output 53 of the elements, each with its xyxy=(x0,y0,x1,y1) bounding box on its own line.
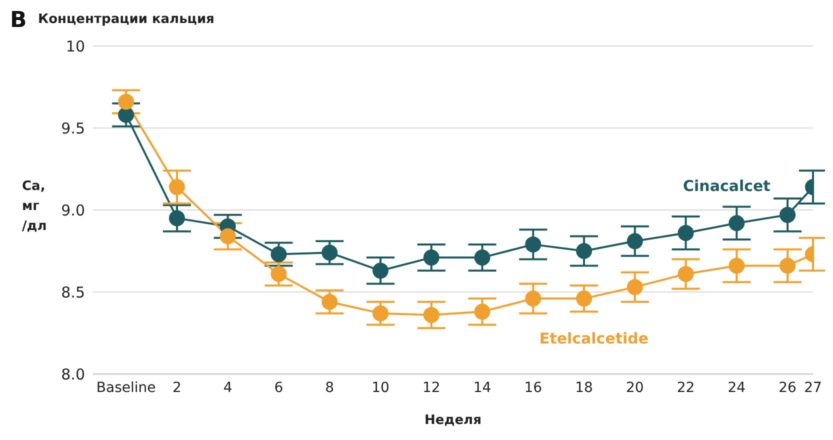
point xyxy=(780,258,796,274)
point xyxy=(678,224,694,241)
x-tick-label: Baseline xyxy=(96,380,156,396)
x-tick-label: 10 xyxy=(372,380,390,396)
x-tick-label: 8 xyxy=(325,380,334,396)
x-tick-label: 6 xyxy=(274,380,284,396)
x-tick-label: 4 xyxy=(223,380,232,396)
point xyxy=(576,290,592,307)
point xyxy=(780,206,796,223)
y-tick-label: 8.5 xyxy=(61,283,85,302)
x-tick-label: 12 xyxy=(422,380,440,396)
x-tick-label: 2 xyxy=(172,380,182,396)
series-label: Etelcalcetide xyxy=(539,330,649,348)
x-tick-label: 27 xyxy=(804,380,822,396)
point xyxy=(372,305,388,322)
point xyxy=(270,266,287,282)
point xyxy=(118,106,134,123)
point xyxy=(576,243,592,259)
y-axis-title: Ca, мг /дл xyxy=(22,179,47,234)
point xyxy=(423,306,440,323)
text: B xyxy=(10,8,27,33)
chart-title: Концентрации кальция xyxy=(38,12,214,27)
point xyxy=(626,279,643,296)
point xyxy=(270,246,287,262)
series-label: Cinacalcet xyxy=(683,177,770,196)
point xyxy=(525,236,542,252)
x-axis-title: Неделя xyxy=(424,413,482,428)
x-tick-label: 22 xyxy=(676,380,695,396)
point xyxy=(168,210,185,226)
y-tick-label: 9.0 xyxy=(61,201,85,220)
point xyxy=(474,304,490,320)
point xyxy=(678,266,694,282)
x-tick-label: 18 xyxy=(575,380,593,396)
x-tick-label: 14 xyxy=(473,380,492,396)
y-tick-label: 10 xyxy=(66,37,85,56)
point xyxy=(728,258,745,274)
point xyxy=(168,179,185,196)
x-tick-label: 16 xyxy=(524,380,542,396)
x-tick-label: 24 xyxy=(728,380,746,396)
point xyxy=(220,228,236,244)
point xyxy=(372,262,388,279)
y-tick-label: 8.0 xyxy=(61,365,85,384)
point xyxy=(423,250,440,266)
point xyxy=(474,250,490,266)
x-tick-label: 26 xyxy=(778,380,797,396)
point xyxy=(322,244,338,261)
point xyxy=(728,215,745,232)
x-tick-label: 20 xyxy=(626,380,644,396)
point xyxy=(322,294,338,310)
point xyxy=(525,290,542,307)
y-tick-label: 9.5 xyxy=(61,119,85,138)
point xyxy=(118,94,134,110)
point xyxy=(626,233,643,250)
